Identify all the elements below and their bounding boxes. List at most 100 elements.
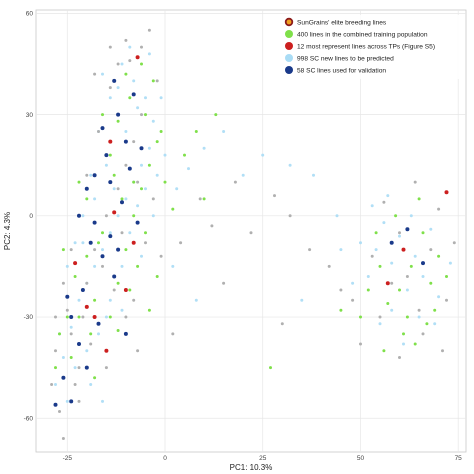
data-point-series-3	[339, 248, 343, 252]
data-point-series-1	[77, 315, 81, 319]
data-point-series-0	[421, 332, 425, 336]
data-point-series-4	[100, 126, 105, 131]
data-point-series-3	[398, 234, 401, 238]
x-tick-label: 0	[163, 455, 167, 462]
data-point-series-3	[85, 349, 89, 353]
data-point-series-1	[359, 315, 362, 319]
legend-label: 998 SC new lines to be predicted	[297, 55, 394, 62]
data-point-series-0	[124, 315, 128, 319]
data-point-series-0	[132, 140, 136, 144]
data-point-series-0	[198, 197, 202, 201]
data-point-series-3	[359, 241, 362, 245]
data-point-series-0	[104, 366, 108, 370]
data-point-series-4	[53, 402, 58, 407]
data-point-series-0	[222, 281, 226, 285]
data-point-series-4	[120, 200, 124, 205]
x-axis-title: PC1: 10.3%	[230, 463, 273, 472]
data-point-series-0	[132, 298, 136, 302]
data-point-series-0	[54, 349, 57, 353]
data-point-series-3	[81, 214, 85, 218]
data-point-series-1	[159, 130, 163, 133]
data-point-series-0	[171, 332, 175, 336]
data-point-series-3	[409, 214, 413, 218]
data-point-series-3	[351, 281, 355, 285]
data-point-series-0	[429, 248, 433, 252]
data-point-series-3	[433, 322, 437, 326]
data-point-series-3	[261, 153, 265, 157]
data-point-series-1	[409, 264, 413, 268]
data-point-series-1	[394, 214, 398, 218]
data-point-series-1	[85, 197, 89, 201]
data-point-series-3	[194, 298, 198, 302]
x-tick-label: 25	[259, 455, 267, 462]
data-point-series-4	[69, 315, 74, 319]
data-point-series-0	[124, 163, 128, 167]
y-tick-label: -30	[24, 314, 34, 321]
data-point-series-1	[101, 231, 104, 235]
data-point-series-0	[128, 59, 132, 63]
legend-label: 400 lines in the combined training popul…	[297, 31, 428, 38]
legend-label: 58 SC lines used for validation	[297, 67, 386, 74]
data-point-series-3	[413, 254, 417, 258]
data-point-series-3	[108, 298, 112, 302]
data-point-series-0	[159, 254, 163, 258]
data-point-series-2	[385, 281, 390, 286]
data-point-series-3	[128, 231, 132, 235]
data-point-series-1	[405, 315, 409, 319]
data-point-series-2	[104, 348, 109, 353]
data-point-series-0	[120, 231, 124, 235]
data-point-series-1	[140, 62, 143, 66]
data-point-series-3	[241, 173, 245, 177]
data-point-series-0	[405, 275, 409, 278]
data-point-series-1	[386, 302, 390, 305]
data-point-series-1	[112, 173, 116, 177]
data-point-series-0	[97, 130, 100, 133]
legend-marker	[285, 54, 293, 62]
data-point-series-1	[108, 153, 112, 157]
data-point-series-1	[73, 275, 77, 278]
data-points	[50, 28, 456, 440]
data-point-series-1	[151, 79, 155, 83]
data-point-series-0	[77, 366, 81, 370]
data-point-series-4	[77, 342, 81, 346]
data-point-series-1	[61, 248, 65, 252]
data-point-series-3	[128, 45, 132, 49]
data-point-series-3	[54, 383, 57, 386]
data-point-series-4	[421, 261, 425, 266]
data-point-series-0	[89, 342, 93, 346]
data-point-series-3	[108, 96, 112, 100]
data-point-series-0	[417, 308, 421, 312]
legend-marker	[286, 19, 292, 25]
data-point-series-4	[112, 274, 117, 279]
data-point-series-0	[140, 45, 143, 49]
data-point-series-4	[108, 180, 113, 185]
data-point-series-1	[378, 264, 382, 268]
data-point-series-0	[382, 200, 386, 204]
data-point-series-1	[425, 322, 429, 326]
data-point-series-3	[65, 264, 69, 268]
data-point-series-0	[85, 173, 89, 177]
data-point-series-3	[300, 298, 304, 302]
data-point-series-1	[155, 140, 159, 144]
data-point-series-1	[132, 180, 136, 184]
data-point-series-2	[444, 190, 449, 195]
data-point-series-0	[69, 332, 73, 336]
data-point-series-0	[93, 72, 97, 76]
y-tick-label: -60	[24, 415, 34, 422]
data-point-series-4	[139, 146, 144, 151]
data-point-series-4	[69, 399, 74, 404]
data-point-series-4	[92, 173, 97, 178]
data-point-series-3	[120, 62, 124, 66]
data-point-series-1	[382, 349, 386, 353]
x-tick-label: 75	[455, 455, 463, 462]
data-point-series-0	[108, 45, 112, 49]
data-point-series-0	[85, 281, 89, 285]
y-tick-label: 30	[26, 112, 34, 119]
data-point-series-3	[101, 248, 104, 252]
data-point-series-3	[73, 241, 77, 245]
data-point-series-4	[127, 166, 132, 171]
data-point-series-2	[84, 304, 89, 309]
data-point-series-1	[116, 329, 120, 332]
data-point-series-0	[441, 349, 444, 353]
data-point-series-4	[88, 240, 93, 245]
